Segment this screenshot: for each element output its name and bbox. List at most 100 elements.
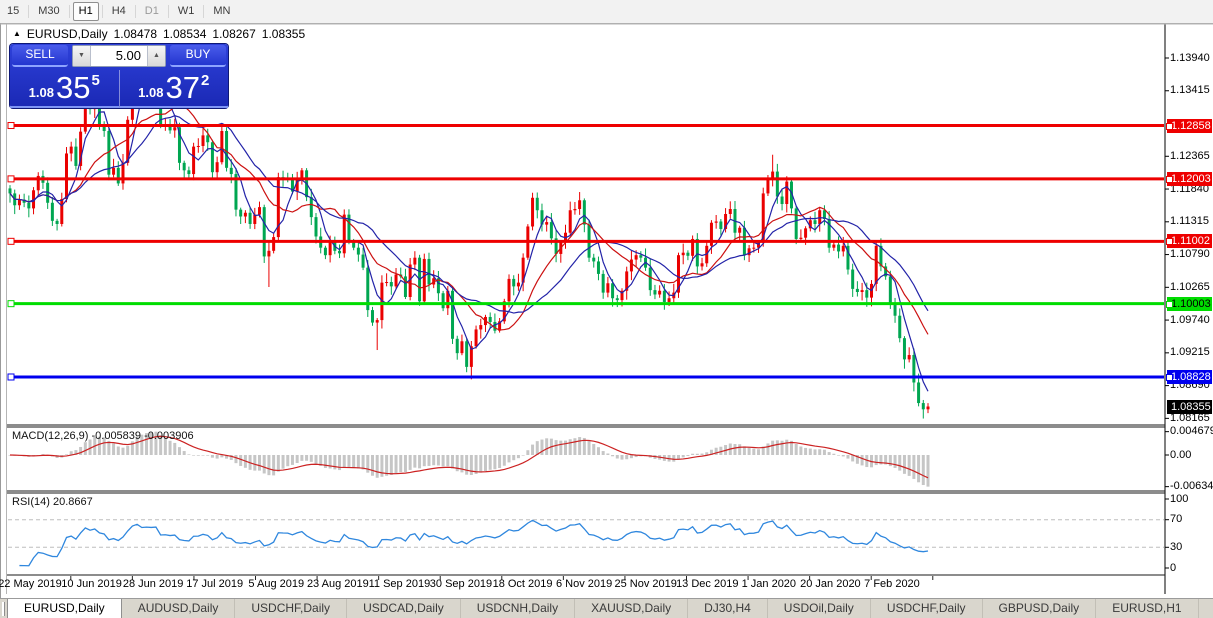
panel-frames (0, 23, 1213, 594)
price-tick-label: 1.13940 (1170, 51, 1210, 64)
sell-price-display[interactable]: 1.08 35 5 (10, 70, 120, 108)
chart-tab-xauusd-daily[interactable]: XAUUSD,Daily (575, 599, 689, 618)
chart-tab-usdoil-daily[interactable]: USDOil,Daily (768, 599, 871, 618)
chart-tab-usdcnh-daily[interactable]: USDCNH,Daily (461, 599, 576, 618)
date-tick-label: 25 Nov 2019 (614, 578, 677, 590)
price-axis: 1.13940 1.13415 1.12365 1.11840 1.11315 1.107… (1166, 0, 1213, 618)
macd-axis-label: -0.00634 (1170, 480, 1213, 493)
volume-decrease-icon[interactable]: ▼ (73, 46, 91, 66)
toolbar-separator (134, 5, 136, 18)
date-tick-label: 5 Aug 2019 (248, 578, 305, 590)
line-axis-handle (1166, 122, 1173, 130)
toolbar-separator (28, 5, 30, 18)
macd-label: MACD(12,26,9) -0.005839 -0.003906 (12, 430, 194, 442)
horizontal-lines (7, 122, 1164, 381)
line-axis-handle (1166, 373, 1173, 381)
line-drag-handle[interactable] (7, 237, 15, 245)
timeframe-button-w1[interactable]: W1 (177, 5, 195, 17)
chart-tab-bar: EURUSD,Daily AUDUSD,Daily USDCHF,Daily USDC… (0, 598, 1213, 618)
macd-axis-label: 0.00 (1170, 448, 1192, 461)
one-click-trading-panel: SELL ▼ 5.00 ▲ BUY 1.08 35 5 1.08 37 2 (10, 44, 228, 108)
buy-button[interactable]: BUY (170, 45, 226, 67)
price-tick-label: 1.08165 (1170, 411, 1210, 424)
date-tick-label: 10 Jun 2019 (61, 578, 122, 590)
date-tick-label: 28 Jun 2019 (122, 578, 184, 590)
price-tick-label: 1.09215 (1170, 346, 1210, 359)
volume-field[interactable]: 5.00 (91, 46, 147, 66)
price-tick-label: 1.11315 (1170, 215, 1209, 228)
date-tick-label: 20 Jan 2020 (800, 578, 861, 590)
chart-tab-eurusd-h1[interactable]: EURUSD,H1 (1096, 599, 1199, 618)
sell-price-big: 35 (55, 70, 91, 105)
toolbar-separator (68, 5, 70, 18)
date-tick-label: 22 May 2019 (0, 578, 62, 590)
sell-price-prefix: 1.08 (28, 85, 54, 100)
line-drag-handle[interactable] (7, 300, 15, 308)
window-left-edge (0, 23, 1, 618)
collapse-panel-icon[interactable]: ▲ (13, 28, 21, 38)
date-tick-label: 30 Sep 2019 (429, 578, 493, 590)
rsi-label: RSI(14) 20.8667 (12, 496, 93, 508)
price-tick-label: 1.09740 (1170, 313, 1210, 326)
chart-tab-gbpaud-h1[interactable]: GBPAUD,H1 (1199, 599, 1213, 618)
ohlc-low: 1.08267 (212, 27, 256, 41)
chart-tab-usdchf-daily[interactable]: USDCHF,Daily (235, 599, 348, 618)
symbol-period-label: EURUSD,Daily (26, 27, 108, 41)
chart-tab-usdcad-daily[interactable]: USDCAD,Daily (347, 599, 461, 618)
date-tick-label: 13 Dec 2019 (676, 578, 739, 590)
rsi-axis-label: 70 (1170, 513, 1183, 526)
moving-average-lines (9, 68, 929, 392)
volume-spinner: ▼ 5.00 ▲ (72, 45, 166, 67)
chart-left-border (6, 24, 7, 594)
hline-price-label: 1.12003 (1166, 171, 1212, 186)
chart-tab-dj30-h4[interactable]: DJ30,H4 (688, 599, 768, 618)
ohlc-close: 1.08355 (261, 27, 306, 41)
sell-button[interactable]: SELL (12, 45, 68, 67)
macd-signal-line (9, 435, 929, 479)
volume-increase-icon[interactable]: ▲ (147, 46, 165, 66)
line-drag-handle[interactable] (7, 122, 15, 130)
hline-price-label: 1.12858 (1166, 118, 1212, 133)
price-tick-label: 1.10265 (1170, 280, 1210, 293)
line-axis-handle (1166, 300, 1173, 308)
hline-price-label: 1.10003 (1166, 296, 1212, 311)
toolbar-separator (167, 5, 169, 18)
chart-tab-gbpusd-daily[interactable]: GBPUSD,Daily (983, 599, 1097, 618)
line-axis-handle (1166, 238, 1173, 246)
chart-tab-audusd-daily[interactable]: AUDUSD,Daily (122, 599, 236, 618)
timeframe-button-m30[interactable]: M30 (38, 5, 60, 17)
timeframe-button-mn[interactable]: MN (213, 5, 231, 17)
buy-price-display[interactable]: 1.08 37 2 (119, 70, 228, 108)
date-tick-label: 1 Jan 2020 (741, 578, 797, 590)
hline-price-label: 1.08828 (1166, 369, 1212, 384)
price-tick-label: 1.12365 (1170, 149, 1210, 162)
toolbar-separator (101, 5, 103, 18)
ohlc-high: 1.08534 (163, 27, 207, 41)
timeframe-button-h1[interactable]: H1 (72, 2, 99, 21)
timeframe-button-d1[interactable]: D1 (144, 5, 159, 17)
date-axis: 22 May 2019 10 Jun 2019 28 Jun 2019 17 Jul … (0, 578, 1213, 594)
date-tick-label: 7 Feb 2020 (864, 578, 920, 590)
chart-title: ▲ EURUSD,Daily 1.08478 1.08534 1.08267 1… (13, 27, 305, 41)
chart-tab-usdchf-daily[interactable]: USDCHF,Daily (871, 599, 983, 618)
date-tick-label: 6 Nov 2019 (555, 578, 613, 590)
rsi-axis-label: 100 (1170, 492, 1189, 505)
line-drag-handle[interactable] (7, 175, 15, 183)
rsi-line (19, 519, 929, 567)
line-axis-handle (1166, 175, 1173, 183)
date-tick-label: 18 Oct 2019 (492, 578, 553, 590)
buy-price-big: 37 (165, 70, 200, 105)
timeframe-button-h4[interactable]: H4 (111, 5, 126, 17)
ohlc-open: 1.08478 (113, 27, 157, 41)
tab-bar-grip (2, 602, 5, 616)
sell-price-sup: 5 (91, 72, 100, 89)
line-drag-handle[interactable] (7, 373, 15, 381)
date-tick-label: 17 Jul 2019 (186, 578, 244, 590)
toolbar-separator (203, 5, 205, 18)
timeframe-button-15[interactable]: 15 (7, 5, 20, 17)
hline-price-label: 1.11002 (1166, 234, 1212, 249)
price-tick-label: 1.10790 (1170, 248, 1210, 261)
chart-tab-eurusd-daily[interactable]: EURUSD,Daily (7, 599, 122, 618)
